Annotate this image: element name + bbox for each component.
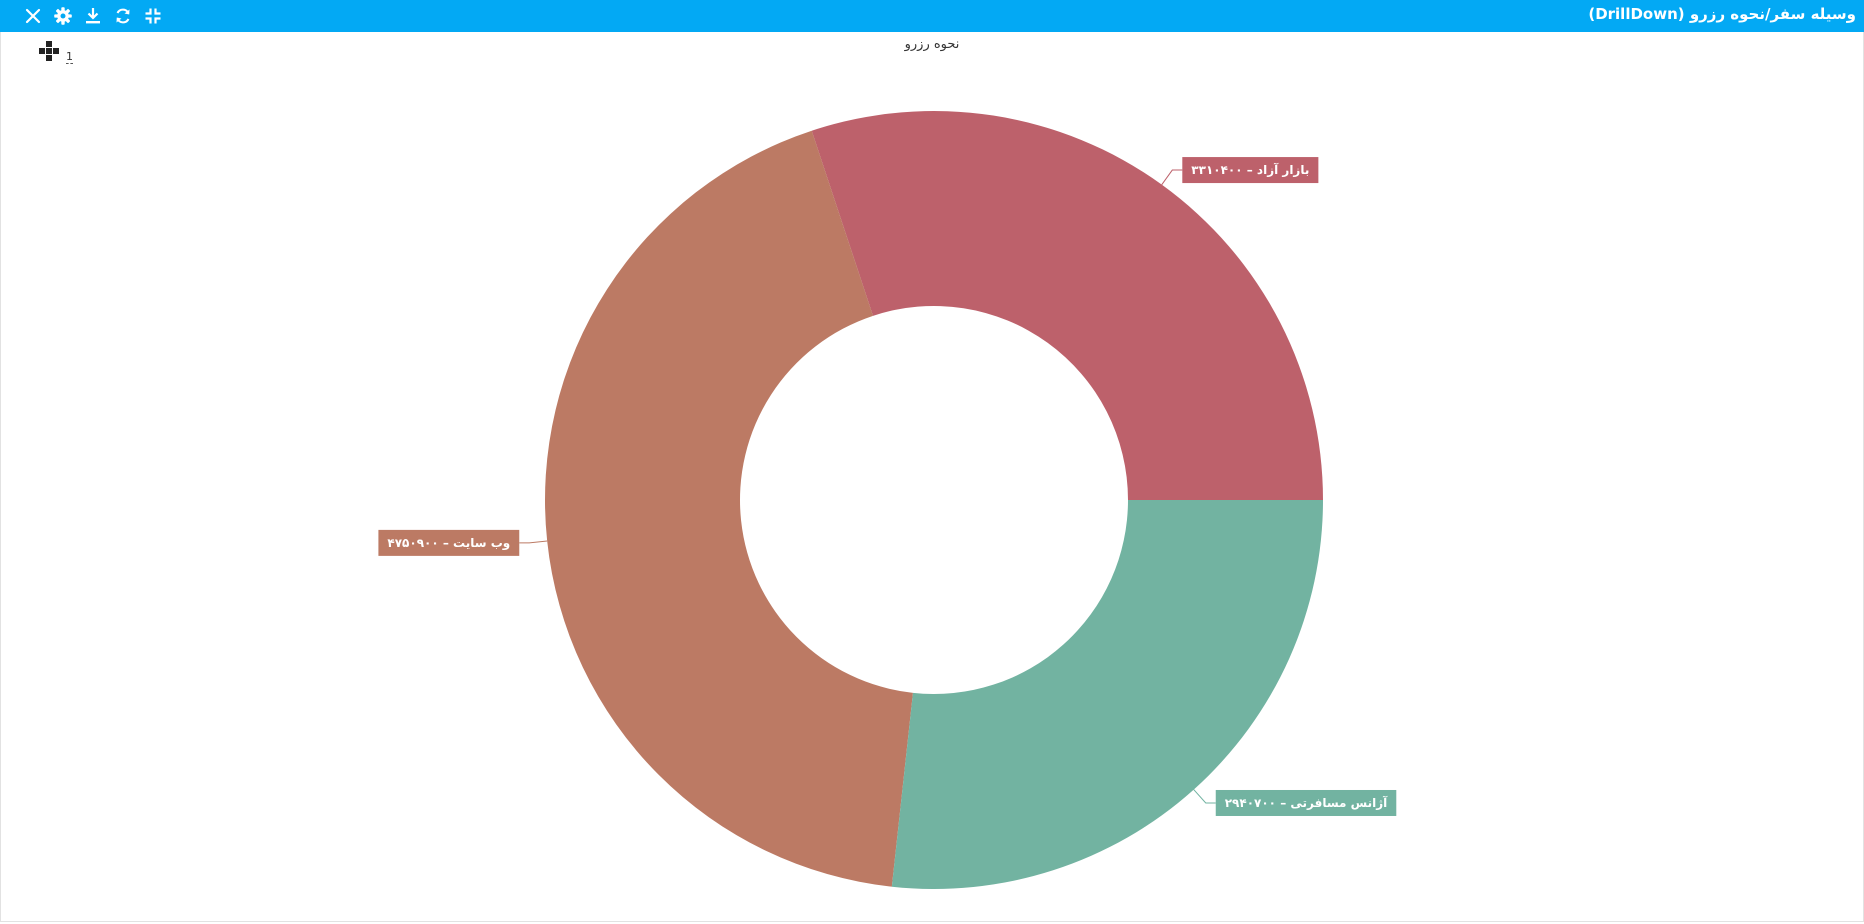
label-connector — [1193, 789, 1216, 804]
donut-slice[interactable] — [544, 130, 913, 887]
slice-label: بازار آزاد – ۳۳۱۰۴۰۰ — [1182, 157, 1319, 184]
close-icon[interactable] — [21, 4, 45, 28]
donut-slice[interactable] — [811, 111, 1323, 501]
slice-label-box — [1215, 789, 1397, 816]
collapse-icon[interactable] — [141, 4, 165, 28]
donut-slice[interactable] — [891, 500, 1323, 889]
slice-label-text: وب سایت – ۴۷۵۰۹۰۰ — [387, 536, 510, 551]
download-icon[interactable] — [81, 4, 105, 28]
label-connector — [1161, 169, 1183, 185]
slice-label-text: بازار آزاد – ۳۳۱۰۴۰۰ — [1191, 162, 1309, 177]
gear-icon[interactable] — [51, 4, 75, 28]
slice-label-box — [378, 529, 520, 556]
slice-label: آژانس مسافرتی – ۲۹۴۰۷۰۰ — [1215, 789, 1397, 816]
slice-label: وب سایت – ۴۷۵۰۹۰۰ — [378, 529, 520, 556]
drilldown-icon[interactable] — [38, 40, 60, 62]
drill-level[interactable]: 1 — [66, 50, 73, 64]
chart-title: نحوه رزرو — [904, 37, 960, 52]
label-connector — [519, 540, 548, 544]
window-title: وسیله سفر/نحوه رزرو (DrillDown) — [1588, 5, 1856, 23]
title-bar: وسیله سفر/نحوه رزرو (DrillDown) — [0, 0, 1864, 32]
refresh-icon[interactable] — [111, 4, 135, 28]
slice-label-box — [1182, 157, 1319, 184]
slice-label-text: آژانس مسافرتی – ۲۹۴۰۷۰۰ — [1225, 795, 1388, 810]
